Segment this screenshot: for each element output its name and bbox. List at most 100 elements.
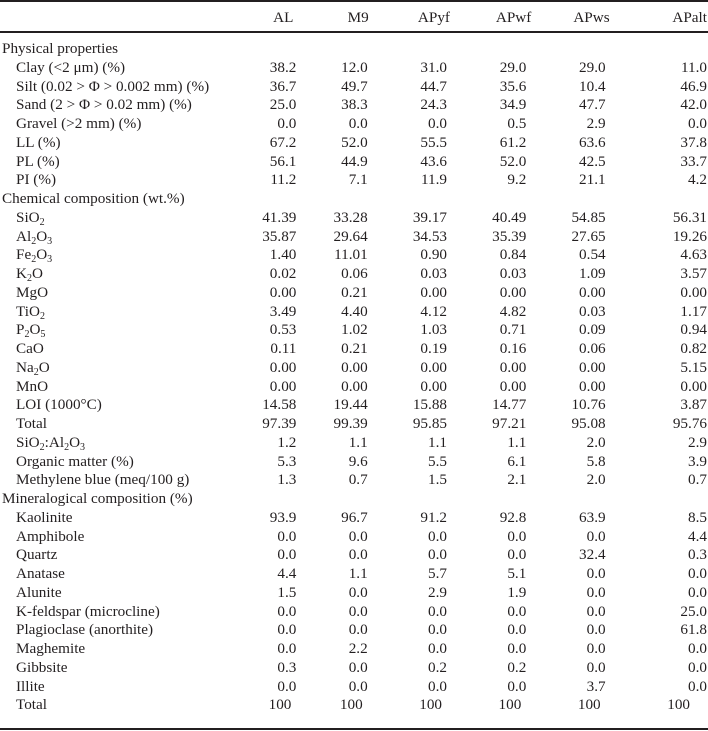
- cell-value: 0.0: [428, 677, 447, 695]
- cell-value: 35.87: [262, 227, 297, 245]
- value-cell-apws: 95.08: [549, 415, 628, 434]
- row-label: PI (%): [16, 171, 57, 189]
- table-row: Anatase 4.4 1.1 5.7 5.1 0.0 0.0: [0, 565, 708, 584]
- column-header: APwf: [495, 9, 532, 26]
- cell-value: 1.02: [341, 321, 368, 339]
- row-label: Fe2O3: [0, 246, 232, 265]
- value-cell-al: 4.4: [232, 565, 311, 584]
- cell-value: 2.9: [688, 433, 707, 451]
- cell-value: 52.0: [341, 133, 368, 151]
- cell-value: 14.58: [262, 396, 297, 414]
- cell-value: 0.0: [586, 527, 606, 545]
- value-cell-m9: 0.21: [311, 284, 390, 303]
- cell-value: 6.1: [507, 452, 527, 470]
- row-label: Clay (<2 μm) (%): [16, 58, 126, 76]
- cell-value: 100: [339, 696, 363, 714]
- value-cell-al: 5.3: [232, 453, 311, 472]
- row-label: Kaolinite: [16, 508, 73, 526]
- value-cell-apws: 0.00: [549, 284, 628, 303]
- value-cell-apwf: 0.0: [470, 603, 549, 622]
- row-label: CaO: [16, 340, 44, 357]
- column-header: M9: [347, 9, 369, 26]
- table-row: P2O5 0.53 1.02 1.03 0.71 0.09 0.94: [0, 321, 708, 340]
- value-cell-apwf: 97.21: [470, 415, 549, 434]
- row-label: K-feldspar (microcline): [16, 602, 160, 620]
- cell-value: 0.00: [579, 283, 606, 301]
- cell-value: 0.0: [507, 677, 527, 695]
- cell-value: 5.7: [428, 565, 447, 582]
- value-cell-apalt: 37.8: [629, 134, 708, 153]
- cell-value: 11.2: [270, 171, 297, 189]
- cell-value: 2.9: [586, 115, 606, 132]
- value-cell-apyf: 91.2: [391, 509, 470, 528]
- table-row: Total 100 100 100 100 100 100: [0, 696, 708, 715]
- cell-value: 92.8: [499, 508, 527, 526]
- cell-value: 56.1: [269, 152, 297, 170]
- value-cell-apwf: 2.1: [470, 471, 549, 490]
- value-cell-apws: 0.09: [549, 321, 628, 340]
- label-text: SiO: [16, 208, 40, 226]
- label-subscript: 2: [26, 273, 32, 284]
- label-text: Al: [16, 227, 32, 245]
- row-label: Total: [16, 415, 47, 432]
- table-row: Total 97.39 99.39 95.85 97.21 95.08 95.76: [0, 415, 708, 434]
- label-subscript: 2: [24, 329, 30, 341]
- row-label: Organic matter (%): [16, 452, 134, 470]
- row-label: Methylene blue (meq/100 g): [16, 471, 190, 489]
- value-cell-apalt: 100: [629, 696, 708, 715]
- table-row: Quartz 0.0 0.0 0.0 0.0 32.4 0.3: [0, 546, 708, 565]
- value-cell-apws: 10.4: [549, 78, 628, 97]
- value-cell-apws: 100: [549, 696, 628, 715]
- value-cell-apalt: 0.7: [629, 471, 708, 490]
- value-cell-m9: 1.02: [311, 321, 390, 340]
- value-cell-apwf: 35.39: [470, 228, 549, 247]
- cell-value: 5.1: [507, 565, 527, 582]
- cell-value: 0.0: [277, 621, 297, 639]
- value-cell-apwf: 0.00: [470, 378, 549, 397]
- cell-value: 97.39: [262, 415, 297, 432]
- value-cell-apwf: 1.9: [470, 584, 549, 603]
- label-subscript: 2: [39, 310, 45, 322]
- cell-value: 42.0: [680, 96, 707, 114]
- cell-value: 61.8: [680, 621, 707, 639]
- cell-value: 9.6: [348, 452, 368, 470]
- row-label: Silt (0.02 > Φ > 0.002 mm) (%): [16, 77, 210, 95]
- value-cell-apyf: 0.0: [391, 546, 470, 565]
- value-cell-m9: 0.7: [311, 471, 390, 490]
- cell-value: 0.0: [586, 565, 606, 582]
- cell-value: 0.00: [680, 377, 707, 395]
- cell-value: 0.21: [341, 340, 368, 357]
- label-text: Na: [16, 358, 34, 376]
- cell-value: 0.0: [348, 583, 368, 601]
- value-cell-apyf: 0.0: [391, 621, 470, 640]
- value-cell-apalt: 1.17: [629, 303, 708, 322]
- value-cell-apalt: 0.0: [629, 640, 708, 659]
- table-row: K2O 0.02 0.06 0.03 0.03 1.09 3.57: [0, 265, 708, 284]
- cell-value: 0.02: [269, 265, 297, 282]
- value-cell-apalt: 0.94: [629, 321, 708, 340]
- value-cell-apyf: 0.00: [391, 359, 470, 378]
- value-cell-m9: 1.1: [311, 565, 390, 584]
- table-row: PI (%) 11.2 7.1 11.9 9.2 21.1 4.2: [0, 171, 708, 190]
- table-row: Amphibole 0.0 0.0 0.0 0.0 0.0 4.4: [0, 528, 708, 547]
- cell-value: 0.94: [680, 321, 707, 339]
- value-cell-apws: 54.85: [549, 209, 628, 228]
- value-cell-apalt: 3.87: [629, 396, 708, 415]
- value-cell-al: 41.39: [232, 209, 311, 228]
- value-cell-apwf: 34.9: [470, 96, 549, 115]
- cell-value: 5.8: [586, 452, 606, 470]
- value-cell-apws: 27.65: [549, 228, 628, 247]
- cell-value: 49.7: [341, 77, 368, 95]
- value-cell-al: 100: [232, 696, 311, 715]
- cell-value: 0.0: [507, 621, 527, 639]
- cell-value: 21.1: [579, 171, 606, 189]
- value-cell-apalt: 0.3: [629, 546, 708, 565]
- cell-value: 0.0: [348, 546, 368, 564]
- value-cell-al: 25.0: [232, 96, 311, 115]
- cell-value: 0.90: [420, 246, 447, 264]
- header-row: AL M9 APyf APwf APws APalt: [0, 4, 708, 31]
- cell-value: 4.4: [688, 527, 707, 545]
- value-cell-apyf: 0.00: [391, 378, 470, 397]
- cell-value: 0.0: [688, 565, 707, 582]
- value-cell-m9: 96.7: [311, 509, 390, 528]
